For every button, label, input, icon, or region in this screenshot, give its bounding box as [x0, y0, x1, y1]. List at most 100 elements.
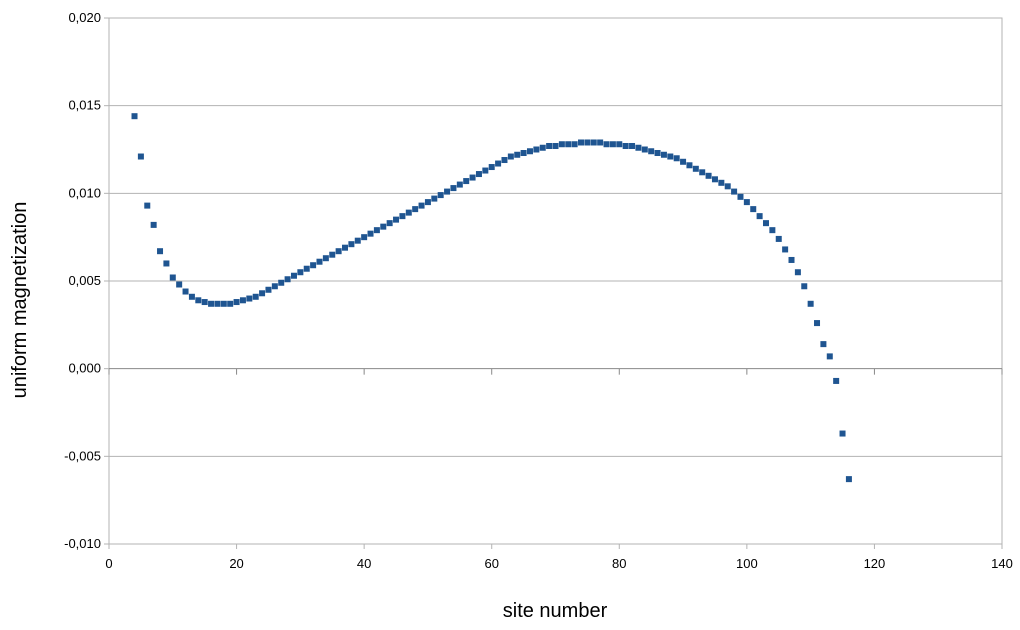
x-tick-label: 120 [864, 556, 886, 571]
data-point [840, 431, 846, 437]
x-tick-label: 80 [612, 556, 626, 571]
data-point [272, 283, 278, 289]
x-tick-label: 20 [229, 556, 243, 571]
data-point [253, 294, 259, 300]
x-tick-label: 40 [357, 556, 371, 571]
data-point [374, 227, 380, 233]
data-point [310, 262, 316, 268]
x-tick-label: 0 [105, 556, 112, 571]
data-point [151, 222, 157, 228]
y-tick-label: 0,000 [68, 361, 101, 376]
data-point [553, 143, 559, 149]
x-tick-label: 140 [991, 556, 1013, 571]
data-point [227, 301, 233, 307]
data-point [578, 139, 584, 145]
data-point [316, 259, 322, 265]
data-point [769, 227, 775, 233]
data-point [234, 299, 240, 305]
data-point [399, 213, 405, 219]
x-tick-label: 100 [736, 556, 758, 571]
data-point [680, 159, 686, 165]
data-point [820, 341, 826, 347]
data-point [801, 283, 807, 289]
data-point [610, 141, 616, 147]
y-tick-label: -0,010 [64, 536, 101, 551]
data-point [565, 141, 571, 147]
data-point [457, 182, 463, 188]
data-point [342, 245, 348, 251]
data-point [278, 280, 284, 286]
data-point [508, 154, 514, 160]
data-point [463, 178, 469, 184]
data-point [661, 152, 667, 158]
data-point [604, 141, 610, 147]
data-point [163, 260, 169, 266]
data-point [444, 189, 450, 195]
data-point [737, 194, 743, 200]
data-point [355, 238, 361, 244]
data-point [757, 213, 763, 219]
y-tick-label: 0,010 [68, 185, 101, 200]
data-point [635, 145, 641, 151]
data-point [406, 210, 412, 216]
data-point [476, 171, 482, 177]
data-point [368, 231, 374, 237]
y-axis-ticks: -0,010 -0,005 0,000 0,005 0,010 0,015 0,020 [64, 10, 109, 551]
data-point [725, 183, 731, 189]
data-point [291, 273, 297, 279]
data-point [195, 297, 201, 303]
data-point [246, 296, 252, 302]
data-point [380, 224, 386, 230]
data-point [387, 220, 393, 226]
data-point [138, 154, 144, 160]
data-point [527, 148, 533, 154]
y-axis-title: uniform magnetization [9, 202, 31, 399]
data-point [533, 147, 539, 153]
data-point [648, 148, 654, 154]
y-tick-label: -0,005 [64, 448, 101, 463]
data-point [782, 246, 788, 252]
data-point [425, 199, 431, 205]
data-point [591, 139, 597, 145]
data-point [189, 294, 195, 300]
data-point [674, 155, 680, 161]
data-point [655, 150, 661, 156]
data-point [214, 301, 220, 307]
data-point [699, 169, 705, 175]
data-point [540, 145, 546, 151]
data-point [744, 199, 750, 205]
data-point [323, 255, 329, 261]
data-point [827, 353, 833, 359]
data-point [521, 150, 527, 156]
data-point [329, 252, 335, 258]
data-point [361, 234, 367, 240]
data-point [712, 176, 718, 182]
data-point [240, 297, 246, 303]
data-point [501, 157, 507, 163]
data-point [623, 143, 629, 149]
data-point [183, 289, 189, 295]
data-point [438, 192, 444, 198]
data-point [789, 257, 795, 263]
data-point [202, 299, 208, 305]
data-point [642, 147, 648, 153]
data-point [336, 248, 342, 254]
data-point [348, 241, 354, 247]
data-point [750, 206, 756, 212]
x-tick-label: 60 [484, 556, 498, 571]
data-point [795, 269, 801, 275]
data-point [482, 168, 488, 174]
data-point [514, 152, 520, 158]
data-point [489, 164, 495, 170]
data-point [419, 203, 425, 209]
data-point [259, 290, 265, 296]
data-point [597, 139, 603, 145]
data-point [686, 162, 692, 168]
data-point [393, 217, 399, 223]
data-point [132, 113, 138, 119]
data-point [559, 141, 565, 147]
data-point [763, 220, 769, 226]
data-point [667, 154, 673, 160]
data-point [170, 274, 176, 280]
y-tick-label: 0,020 [68, 10, 101, 25]
